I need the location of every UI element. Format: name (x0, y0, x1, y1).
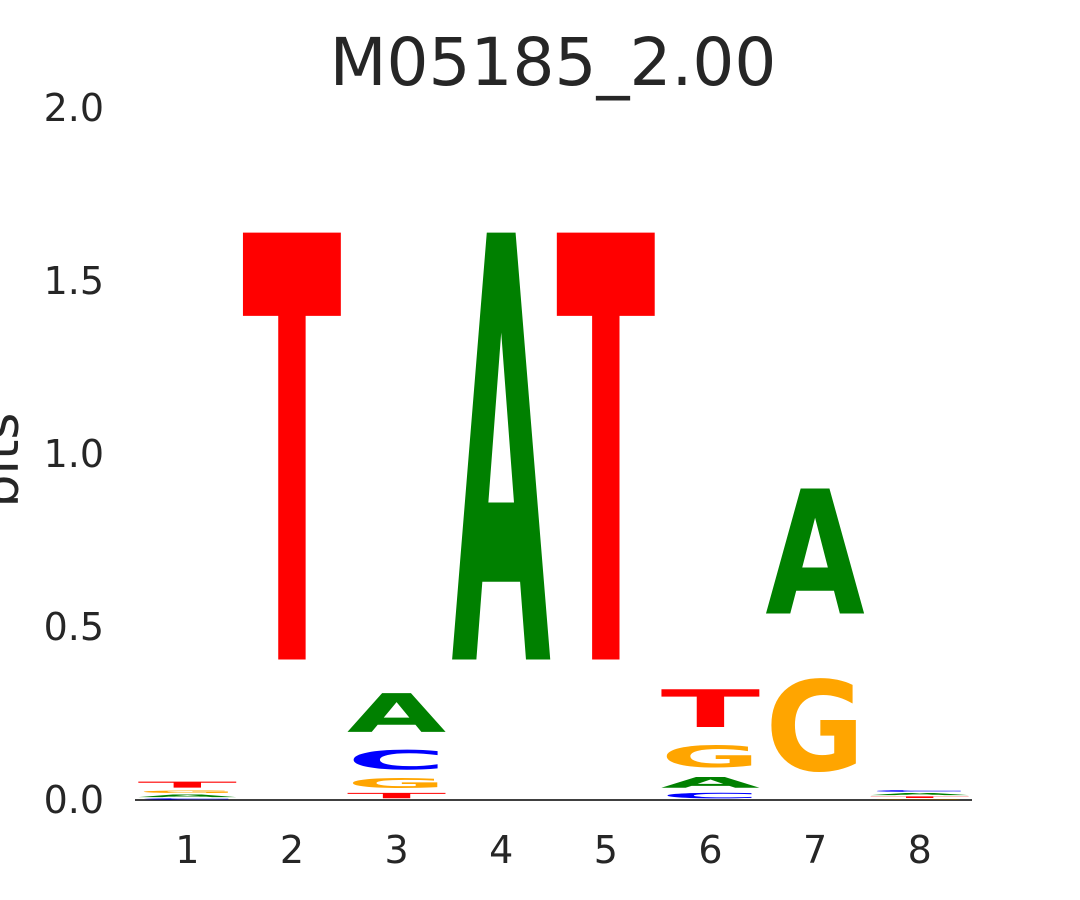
y-tick-label: 0.0 (44, 778, 104, 822)
x-tick-label: 8 (908, 828, 932, 872)
logo-letter-G: G (661, 739, 760, 774)
logo-letter-A: A (765, 454, 864, 654)
logo-letter-T: T (138, 780, 237, 790)
logo-letter-T: T (242, 116, 342, 798)
x-tick-label: 5 (594, 828, 618, 872)
logo-letter-T: T (661, 679, 760, 739)
logo-letter-A: A (138, 794, 237, 798)
logo-letter-C: C (870, 790, 969, 793)
logo-letter-T: T (870, 796, 969, 799)
y-axis-label: bits (0, 413, 31, 508)
y-axis-ticks: 0.0 0.5 1.0 1.5 2.0 (44, 86, 104, 822)
x-axis-ticks: 1 2 3 4 5 6 7 8 (175, 828, 932, 872)
logo-letter-A: A (661, 774, 761, 791)
y-tick-label: 0.5 (44, 605, 104, 649)
logo-letter-C: C (661, 791, 760, 800)
logo-letter-T: T (556, 116, 656, 798)
logo-column: T (556, 116, 656, 798)
logo-letter-G: G (347, 776, 446, 791)
logo-letter-C: C (347, 745, 446, 776)
logo-column: A (451, 117, 551, 798)
logo-letter-G: G (138, 790, 237, 794)
logo-letter-A: A (347, 683, 446, 745)
x-tick-label: 3 (384, 828, 408, 872)
logo-column: T (242, 116, 342, 798)
y-tick-label: 1.0 (44, 432, 104, 476)
logo-letter-C: C (138, 798, 237, 800)
logo-letter-T: T (347, 791, 446, 800)
x-tick-label: 6 (698, 828, 722, 872)
y-tick-label: 2.0 (44, 86, 104, 130)
x-tick-label: 4 (489, 828, 513, 872)
x-tick-label: 1 (175, 828, 199, 872)
logo-letter-G: G (765, 655, 864, 800)
logo-letter-A: A (451, 117, 551, 798)
logo-letter-A: A (870, 792, 969, 795)
chart-title: M05185_2.00 (330, 24, 777, 101)
y-tick-label: 1.5 (44, 259, 104, 303)
x-tick-label: 7 (803, 828, 827, 872)
logo-letter-G: G (870, 799, 969, 800)
x-tick-label: 2 (280, 828, 304, 872)
logo-column: GA (765, 454, 864, 800)
